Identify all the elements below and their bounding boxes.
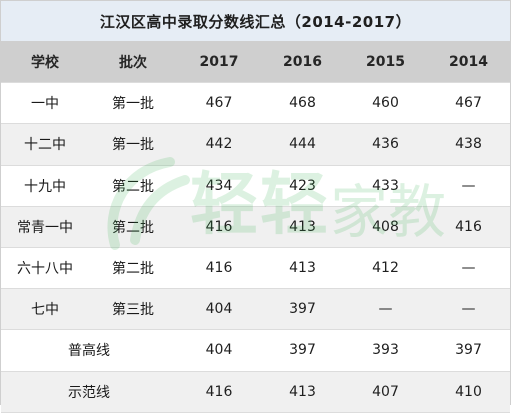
score-2015-cell: 436 [344,123,427,166]
column-header-2017: 2017 [177,42,261,84]
score-2016-cell: 397 [261,288,344,331]
score-2014-cell: 467 [427,82,510,125]
school-cell: 一中 [1,82,89,125]
score-2017-cell: 442 [177,123,261,166]
admission-score-table: 学校 批次 2017 2016 2015 2014 一中 第一批 467 468… [1,42,510,413]
score-2014-cell: — [427,288,510,331]
score-2017-cell: 404 [177,288,261,331]
table-title: 江汉区高中录取分数线汇总（2014-2017） [1,1,510,42]
table-row: 十九中 第二批 434 423 433 — [1,165,510,207]
batch-cell: 第一批 [89,82,177,125]
batch-cell: 第一批 [89,123,177,166]
batch-cell: 第二批 [89,206,177,248]
batch-cell: 第二批 [89,247,177,290]
score-2015-cell: 407 [344,371,427,413]
table-header-row: 学校 批次 2017 2016 2015 2014 [1,42,510,84]
score-2017-cell: 434 [177,165,261,207]
score-2017-cell: 467 [177,82,261,125]
batch-cell: 第二批 [89,165,177,207]
score-2016-cell: 397 [261,329,344,372]
score-2014-cell: — [427,165,510,207]
score-2016-cell: 444 [261,123,344,166]
score-2014-cell: 416 [427,206,510,248]
score-2015-cell: 408 [344,206,427,248]
column-header-2016: 2016 [261,42,344,84]
score-2014-cell: 438 [427,123,510,166]
score-2016-cell: 413 [261,371,344,413]
score-2016-cell: 413 [261,206,344,248]
score-2017-cell: 416 [177,206,261,248]
summary-row-model-line: 示范线 416 413 407 410 [1,371,510,413]
score-2015-cell: — [344,288,427,331]
table-row: 一中 第一批 467 468 460 467 [1,82,510,125]
school-cell: 七中 [1,288,89,331]
score-2016-cell: 468 [261,82,344,125]
school-cell: 六十八中 [1,247,89,290]
score-2015-cell: 460 [344,82,427,125]
school-cell: 十二中 [1,123,89,166]
summary-label-cell: 普高线 [1,329,177,372]
summary-row-general-line: 普高线 404 397 393 397 [1,329,510,372]
table-row: 六十八中 第二批 416 413 412 — [1,247,510,290]
score-2015-cell: 412 [344,247,427,290]
score-2015-cell: 393 [344,329,427,372]
score-2016-cell: 423 [261,165,344,207]
school-cell: 十九中 [1,165,89,207]
batch-cell: 第三批 [89,288,177,331]
score-2014-cell: — [427,247,510,290]
table-row: 十二中 第一批 442 444 436 438 [1,123,510,166]
column-header-batch: 批次 [89,42,177,84]
table-row: 七中 第三批 404 397 — — [1,288,510,331]
score-2017-cell: 416 [177,247,261,290]
column-header-2015: 2015 [344,42,427,84]
score-2017-cell: 416 [177,371,261,413]
score-2017-cell: 404 [177,329,261,372]
summary-label-cell: 示范线 [1,371,177,413]
column-header-school: 学校 [1,42,89,84]
score-2014-cell: 410 [427,371,510,413]
school-cell: 常青一中 [1,206,89,248]
table-row: 常青一中 第二批 416 413 408 416 [1,206,510,248]
score-2015-cell: 433 [344,165,427,207]
score-2014-cell: 397 [427,329,510,372]
column-header-2014: 2014 [427,42,510,84]
score-2016-cell: 413 [261,247,344,290]
